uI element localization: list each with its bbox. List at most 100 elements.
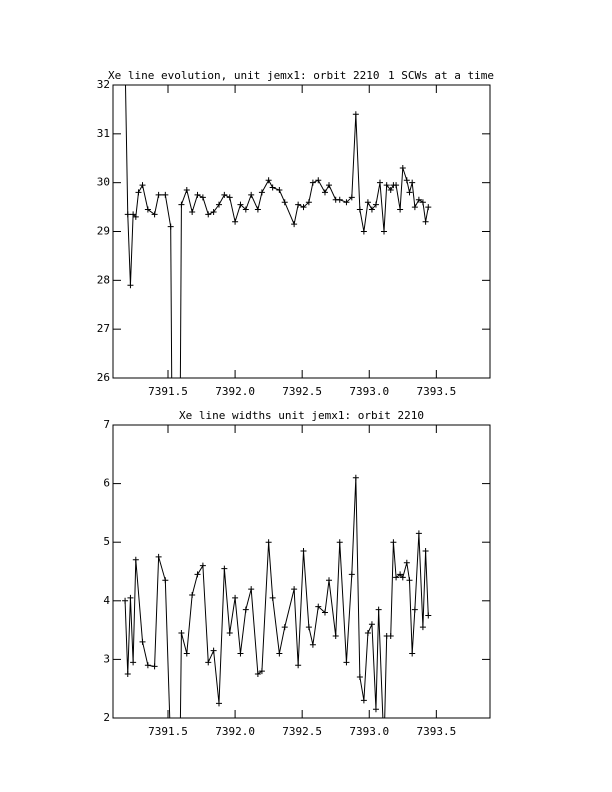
data-point [393, 182, 400, 189]
plot-frame [112, 424, 491, 719]
data-point [295, 662, 302, 669]
data-point [376, 179, 383, 186]
data-point [155, 553, 162, 560]
y-tick-label: 4 [103, 594, 110, 607]
data-point [415, 530, 422, 537]
data-point [167, 223, 174, 230]
data-point [132, 213, 139, 220]
data-point [210, 208, 217, 215]
y-tick-label: 29 [97, 225, 110, 238]
data-point [383, 182, 390, 189]
data-point [348, 194, 355, 201]
data-point [409, 650, 416, 657]
data-point [221, 191, 228, 198]
data-point [360, 697, 367, 704]
data-point [364, 199, 371, 206]
y-tick-label: 31 [97, 127, 110, 140]
x-tick-label: 7392.5 [282, 725, 322, 738]
x-tick-label: 7392.0 [215, 385, 255, 398]
data-point [406, 577, 413, 584]
data-point [295, 201, 302, 208]
data-point [425, 612, 432, 619]
data-point [409, 179, 416, 186]
plot-area [122, 474, 432, 718]
data-point [300, 547, 307, 554]
data-point [356, 673, 363, 680]
data-point [265, 539, 272, 546]
data-point [315, 603, 322, 610]
data-point [281, 199, 288, 206]
data-point [422, 547, 429, 554]
x-tick-label: 7392.0 [215, 725, 255, 738]
y-tick-label: 28 [97, 273, 110, 286]
data-point [387, 632, 394, 639]
data-point [124, 211, 131, 218]
data-point [397, 571, 404, 578]
data-point [199, 194, 206, 201]
data-point [232, 594, 239, 601]
data-point [411, 204, 418, 211]
chart-subtitle: 1 SCWs at a time [388, 69, 494, 82]
data-point [178, 201, 185, 208]
data-point [415, 196, 422, 203]
data-point [269, 594, 276, 601]
data-point [254, 206, 261, 213]
data-point [189, 208, 196, 215]
data-point [300, 204, 307, 211]
data-point [124, 671, 131, 678]
data-point [265, 177, 272, 184]
data-point [332, 632, 339, 639]
data-point [336, 196, 343, 203]
data-point [326, 577, 333, 584]
data-point [360, 228, 367, 235]
data-point [162, 577, 169, 584]
data-point [242, 206, 249, 213]
data-point [406, 189, 413, 196]
data-point [321, 609, 328, 616]
data-point [139, 182, 146, 189]
data-point [210, 647, 217, 654]
data-point [139, 638, 146, 645]
data-point [242, 606, 249, 613]
data-point [258, 668, 265, 675]
data-point [422, 218, 429, 225]
data-point [411, 606, 418, 613]
data-point [281, 624, 288, 631]
data-point [309, 641, 316, 648]
x-tick-label: 7392.5 [282, 385, 322, 398]
data-point [326, 182, 333, 189]
data-point [135, 189, 142, 196]
data-point [419, 199, 426, 206]
data-point [419, 624, 426, 631]
data-point [194, 191, 201, 198]
data-point [144, 206, 151, 213]
y-tick-label: 30 [97, 176, 110, 189]
data-point [232, 218, 239, 225]
y-tick-label: 2 [103, 711, 110, 724]
data-point [205, 211, 212, 218]
data-point [336, 539, 343, 546]
data-point [226, 194, 233, 201]
y-tick-label: 3 [103, 652, 110, 665]
data-point [425, 204, 432, 211]
data-point [375, 606, 382, 613]
data-point [403, 177, 410, 184]
chart-title: Xe line evolution, unit jemx1: orbit 221… [108, 69, 380, 82]
data-point [276, 186, 283, 193]
data-point [305, 199, 312, 206]
chart-title: Xe line widths unit jemx1: orbit 2210 [179, 409, 424, 422]
data-point [132, 556, 139, 563]
data-point [162, 191, 169, 198]
y-tick-label: 26 [97, 371, 110, 384]
y-tick-label: 7 [103, 418, 110, 431]
data-point [393, 574, 400, 581]
plot-area [124, 85, 432, 378]
data-point [399, 165, 406, 172]
data-point [122, 597, 129, 604]
data-point [199, 562, 206, 569]
data-point [291, 586, 298, 593]
data-point [151, 211, 158, 218]
data-point [352, 111, 359, 118]
data-point [321, 189, 328, 196]
